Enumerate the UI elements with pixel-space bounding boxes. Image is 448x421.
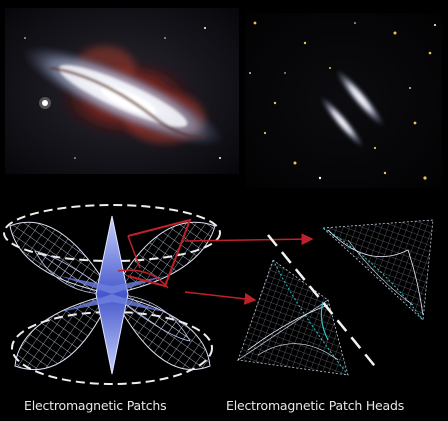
arrows-overlay (184, 233, 314, 305)
arrow-lower (184, 291, 257, 305)
caption-electromagnetic-patch-heads: Electromagnetic Patch Heads (226, 398, 405, 413)
patch-diagram-left (0, 196, 230, 392)
galaxy-photo-left (5, 8, 239, 174)
patch-lattice-icon (3, 204, 221, 385)
patch-diagram-right (228, 210, 443, 390)
arrow-upper (184, 233, 314, 246)
galaxy-photo-right (245, 13, 442, 188)
caption-electromagnetic-patchs: Electromagnetic Patchs (24, 398, 167, 413)
galaxy-m82-icon (5, 8, 239, 174)
patch-head-icon (236, 219, 434, 376)
twin-galaxies-icon (245, 13, 442, 188)
